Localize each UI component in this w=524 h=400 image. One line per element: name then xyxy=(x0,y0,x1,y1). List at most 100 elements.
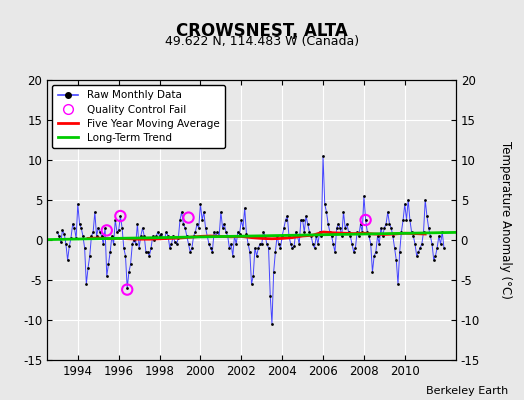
Point xyxy=(191,229,200,235)
Point xyxy=(344,229,353,235)
Point xyxy=(53,229,62,235)
Point xyxy=(268,321,276,327)
Point xyxy=(366,241,375,247)
Point xyxy=(89,229,97,235)
Point xyxy=(178,209,186,215)
Point xyxy=(132,241,140,247)
Point xyxy=(174,235,182,242)
Point xyxy=(111,217,119,223)
Point xyxy=(57,239,65,246)
Point xyxy=(149,233,157,239)
Point xyxy=(435,233,443,239)
Point xyxy=(145,253,154,259)
Point xyxy=(172,241,181,247)
Point xyxy=(62,241,70,247)
Point xyxy=(399,217,407,223)
Point xyxy=(387,225,395,231)
Point xyxy=(181,225,189,231)
Point xyxy=(55,233,63,239)
Point xyxy=(160,235,169,242)
Point xyxy=(213,229,222,235)
Point xyxy=(396,249,404,255)
Point xyxy=(140,233,148,239)
Point xyxy=(80,245,89,251)
Point xyxy=(331,249,339,255)
Point xyxy=(411,241,419,247)
Point xyxy=(58,227,67,234)
Point xyxy=(426,233,434,239)
Point xyxy=(198,217,206,223)
Point xyxy=(152,233,160,239)
Point xyxy=(280,225,288,231)
Point xyxy=(147,245,155,251)
Point xyxy=(281,217,290,223)
Point xyxy=(251,245,259,251)
Point xyxy=(247,281,256,287)
Point xyxy=(103,227,111,234)
Point xyxy=(126,261,135,267)
Point xyxy=(368,269,377,275)
Point xyxy=(370,253,378,259)
Point xyxy=(392,257,400,263)
Y-axis label: Temperature Anomaly (°C): Temperature Anomaly (°C) xyxy=(499,141,512,299)
Point xyxy=(375,241,384,247)
Point xyxy=(220,221,228,227)
Point xyxy=(351,245,359,251)
Point xyxy=(101,225,109,231)
Point xyxy=(362,217,370,223)
Point xyxy=(261,233,269,239)
Point xyxy=(176,217,184,223)
Point xyxy=(200,209,208,215)
Point xyxy=(360,193,368,199)
Point xyxy=(138,225,147,231)
Text: CROWSNEST, ALTA: CROWSNEST, ALTA xyxy=(176,22,348,40)
Point xyxy=(79,233,87,239)
Point xyxy=(110,241,118,247)
Point xyxy=(125,269,133,275)
Point xyxy=(269,269,278,275)
Point xyxy=(409,233,418,239)
Point xyxy=(67,234,75,241)
Point xyxy=(72,235,80,242)
Point xyxy=(166,245,174,251)
Point xyxy=(293,233,302,239)
Point xyxy=(303,221,312,227)
Point xyxy=(322,209,331,215)
Point xyxy=(206,245,215,251)
Point xyxy=(412,253,421,259)
Point xyxy=(96,229,104,235)
Point xyxy=(169,233,178,239)
Point xyxy=(171,239,179,246)
Point xyxy=(402,217,411,223)
Point xyxy=(358,229,366,235)
Point xyxy=(431,253,440,259)
Point xyxy=(416,245,424,251)
Point xyxy=(325,229,334,235)
Point xyxy=(159,234,167,241)
Point xyxy=(341,225,350,231)
Point xyxy=(419,229,428,235)
Point xyxy=(82,281,91,287)
Text: Berkeley Earth: Berkeley Earth xyxy=(426,386,508,396)
Point xyxy=(115,227,123,234)
Point xyxy=(254,245,263,251)
Point xyxy=(275,241,283,247)
Point xyxy=(421,197,430,203)
Point xyxy=(276,245,285,251)
Point xyxy=(84,265,92,271)
Point xyxy=(299,217,307,223)
Point xyxy=(382,221,390,227)
Point xyxy=(179,221,188,227)
Point xyxy=(133,221,141,227)
Point xyxy=(91,209,99,215)
Point xyxy=(150,237,159,243)
Point xyxy=(287,241,295,247)
Point xyxy=(241,205,249,211)
Point xyxy=(63,257,72,263)
Point xyxy=(167,241,176,247)
Point xyxy=(203,233,211,239)
Point xyxy=(414,249,423,255)
Point xyxy=(436,241,445,247)
Point xyxy=(406,217,414,223)
Point xyxy=(242,230,250,237)
